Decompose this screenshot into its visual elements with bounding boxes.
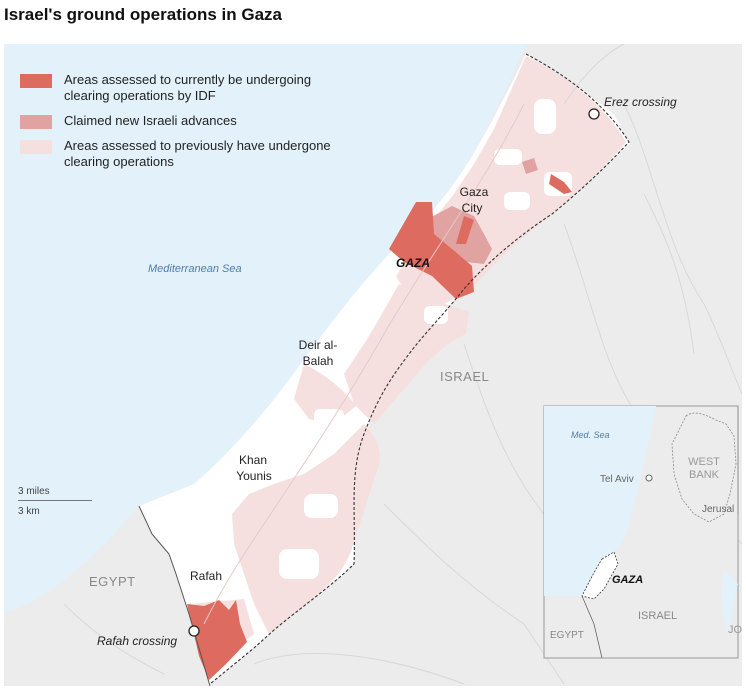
inset-israel-label: ISRAEL <box>638 610 677 622</box>
rafah-crossing-label: Rafah crossing <box>97 634 177 648</box>
mediterranean-sea <box>4 44 526 612</box>
legend-label-advances: Claimed new Israeli advances <box>64 113 237 128</box>
rafah-crossing-marker <box>188 625 200 637</box>
legend-item-advances: Claimed new Israeli advances <box>20 113 360 129</box>
salah-al-din-road <box>203 103 525 625</box>
inset-jordan-label: JO <box>728 624 742 636</box>
inset-west-bank-label-2: BANK <box>689 469 720 481</box>
uncleared-patches <box>264 99 572 579</box>
egypt-label: EGYPT <box>89 574 136 589</box>
erez-crossing-marker <box>588 108 600 120</box>
inset-west-bank-label-1: WEST <box>688 456 720 468</box>
legend-item-previous: Areas assessed to previously have underg… <box>20 138 360 170</box>
gaza-city-label-2: City <box>462 201 483 215</box>
sea-label: Mediterranean Sea <box>148 263 242 275</box>
legend-swatch-current <box>20 74 52 88</box>
deir-label-1: Deir al- <box>299 338 338 352</box>
scale-line <box>18 500 92 501</box>
rafah-label: Rafah <box>190 569 222 583</box>
erez-crossing-label: Erez crossing <box>604 95 677 109</box>
gaza-city-label-1: Gaza <box>460 185 489 199</box>
legend-swatch-previous <box>20 140 52 154</box>
legend-item-current: Areas assessed to currently be undergoin… <box>20 72 360 104</box>
map-title: Israel's ground operations in Gaza <box>4 5 282 24</box>
deir-label-2: Balah <box>303 354 334 368</box>
inset-tel-aviv-label: Tel Aviv <box>600 474 634 485</box>
scale-bar: 3 miles 3 km <box>18 486 98 517</box>
legend-swatch-advances <box>20 115 52 129</box>
inset-jerusalem-label: Jerusal <box>702 504 734 515</box>
map-legend: Areas assessed to currently be undergoin… <box>20 72 360 179</box>
gaza-label: GAZA <box>396 256 430 270</box>
map-canvas: Mediterranean Sea Erez crossing Gaza Cit… <box>4 44 742 686</box>
khan-label-2: Younis <box>236 469 272 483</box>
inset-gaza-label: GAZA <box>612 574 643 586</box>
scale-km-label: 3 km <box>18 506 40 517</box>
legend-label-current: Areas assessed to currently be undergoin… <box>64 72 312 103</box>
inset-map: Med. Sea Tel Aviv WEST BANK Jerusal GAZA… <box>543 405 742 659</box>
scale-miles-label: 3 miles <box>18 486 50 497</box>
inset-sea-label: Med. Sea <box>571 430 610 440</box>
israel-label: ISRAEL <box>440 369 489 384</box>
legend-label-previous: Areas assessed to previously have underg… <box>64 138 331 169</box>
gaza-map: Mediterranean Sea Erez crossing Gaza Cit… <box>4 44 742 686</box>
inset-egypt-label: EGYPT <box>550 630 584 641</box>
khan-label-1: Khan <box>239 453 267 467</box>
israel-gaza-border <box>209 53 630 685</box>
